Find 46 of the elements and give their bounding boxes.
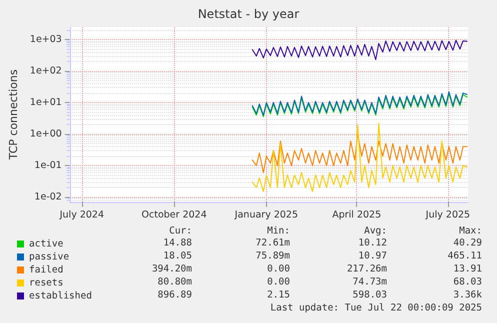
text: 394.20m	[152, 264, 192, 274]
text: 10.12	[358, 238, 387, 248]
chart-title: Netstat - by year	[198, 7, 300, 21]
text: Min:	[267, 226, 290, 236]
legend-label: resets	[29, 278, 64, 288]
text: 74.73m	[352, 276, 388, 288]
line-series	[252, 40, 468, 60]
legend-label: established	[29, 290, 92, 302]
x-tick-label: April 2025	[332, 210, 382, 220]
text: Cur:	[169, 226, 192, 236]
text: Last update: Tue Jul 22 00:00:09 2025	[270, 302, 482, 314]
text: 0.00	[267, 264, 290, 274]
text: 217.26m	[346, 264, 388, 274]
text: 68.03	[453, 276, 482, 288]
text: Max:	[459, 226, 482, 236]
y-tick-label: 1e+02	[30, 66, 62, 77]
text: 80.80m	[158, 276, 192, 288]
y-tick-label: 1e-01	[34, 160, 62, 172]
text: 14.88	[163, 238, 192, 248]
text: 75.89m	[256, 250, 290, 262]
text: 13.91	[453, 264, 482, 274]
x-tick-label: January 2025	[234, 210, 298, 220]
y-axis-title: TCP connections	[7, 69, 20, 161]
text: 0.00	[267, 276, 290, 288]
x-tick-label: July 2024	[58, 210, 104, 220]
legend-label: failed	[29, 264, 64, 276]
text: 598.03	[352, 290, 387, 300]
text: Avg:	[364, 226, 387, 236]
text: 40.29	[453, 238, 482, 248]
y-tick-label: 1e+00	[30, 128, 62, 140]
text: 18.05	[163, 250, 192, 262]
legend-label: active	[29, 238, 64, 250]
x-tick-label: October 2024	[142, 210, 207, 220]
legend-label: passive	[29, 252, 70, 262]
line-series	[252, 134, 468, 174]
y-tick-label: 1e+01	[30, 97, 62, 108]
x-tick-label: July 2025	[424, 210, 470, 220]
text: 3.36k	[453, 290, 482, 300]
y-tick-label: 1e+03	[30, 34, 62, 46]
text: 2.15	[267, 290, 290, 300]
line-series	[252, 122, 468, 192]
y-tick-label: 1e-02	[34, 192, 62, 203]
text: 72.61m	[256, 238, 290, 248]
text: 10.97	[358, 250, 387, 262]
text: 465.11	[448, 250, 482, 262]
text: 896.89	[158, 290, 192, 300]
